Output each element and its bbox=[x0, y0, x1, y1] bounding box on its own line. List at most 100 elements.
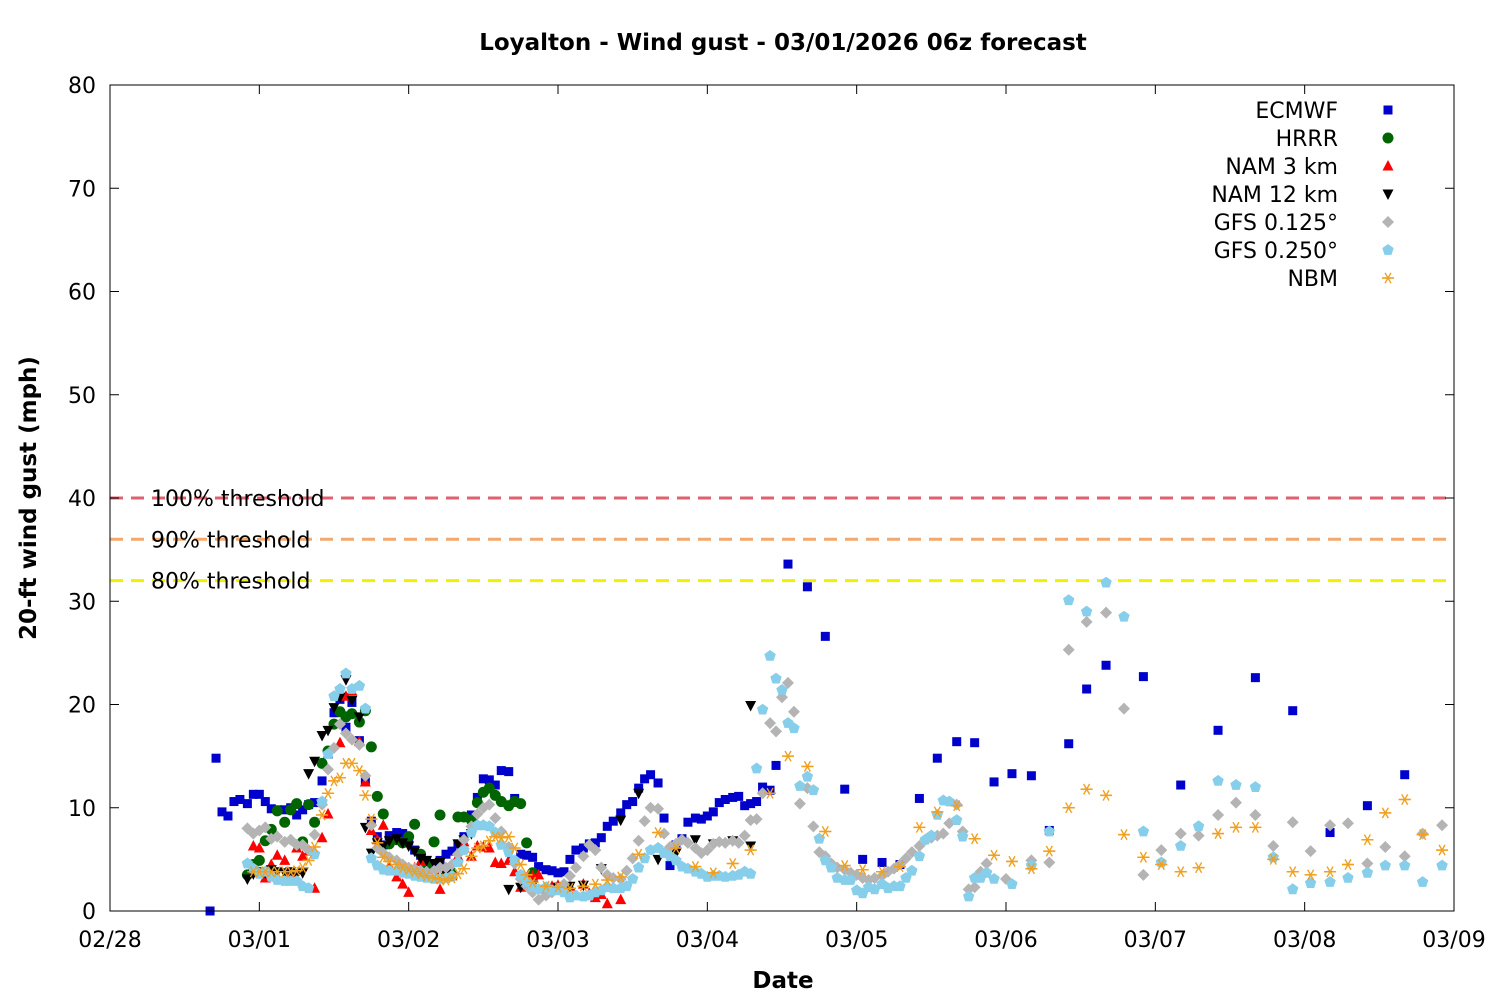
data-point-ecmwf bbox=[565, 854, 575, 864]
data-point-nbm bbox=[819, 825, 832, 838]
data-point-gfs-0-250 bbox=[794, 780, 806, 791]
legend-marker bbox=[1382, 216, 1394, 228]
data-point-ecmwf bbox=[783, 559, 793, 569]
data-point-ecmwf bbox=[248, 789, 258, 799]
data-point-ecmwf bbox=[702, 811, 712, 821]
data-point-gfs-0-250 bbox=[1249, 781, 1262, 792]
data-point-gfs-0-250 bbox=[458, 844, 470, 855]
data-point-ecmwf bbox=[211, 753, 221, 763]
data-point-hrrr bbox=[434, 809, 446, 821]
x-tick-label: 02/28 bbox=[78, 928, 141, 953]
data-point-nbm bbox=[1100, 789, 1113, 801]
data-point-gfs-0-125 bbox=[1341, 817, 1354, 830]
data-point-nbm bbox=[322, 787, 335, 799]
data-point-ecmwf bbox=[608, 816, 618, 826]
data-point-ecmwf bbox=[752, 797, 762, 807]
data-point-nbm bbox=[1062, 802, 1075, 814]
threshold-lines bbox=[110, 496, 1454, 583]
data-point-hrrr bbox=[483, 782, 495, 794]
data-point-gfs-0-250 bbox=[1342, 872, 1354, 883]
data-point-nam-12-km bbox=[503, 884, 515, 896]
data-point-nbm bbox=[1379, 807, 1392, 819]
data-point-nbm bbox=[1267, 853, 1280, 865]
data-point-ecmwf bbox=[1325, 828, 1335, 838]
data-point-gfs-0-125 bbox=[1043, 856, 1056, 869]
data-point-nam-3-km bbox=[483, 842, 495, 853]
data-point-ecmwf bbox=[223, 811, 233, 821]
data-point-gfs-0-125 bbox=[681, 836, 694, 849]
data-point-nbm bbox=[1117, 829, 1130, 841]
data-point-hrrr bbox=[279, 816, 291, 828]
data-point-ecmwf bbox=[622, 800, 632, 810]
legend-marker bbox=[1382, 132, 1394, 144]
data-point-ecmwf bbox=[1176, 780, 1186, 790]
data-point-gfs-0-125 bbox=[365, 819, 378, 832]
threshold-labels: 100% threshold 90% threshold 80% threshold bbox=[151, 487, 325, 595]
data-point-ecmwf bbox=[932, 753, 942, 763]
data-point-gfs-0-250 bbox=[1025, 859, 1038, 871]
data-point-nbm bbox=[1025, 863, 1038, 875]
data-point-nbm bbox=[371, 837, 384, 849]
data-point-gfs-0-125 bbox=[1117, 702, 1130, 715]
data-point-hrrr bbox=[428, 836, 440, 848]
data-point-nam-12-km bbox=[322, 725, 334, 737]
legend: ECMWF HRRR NAM 3 km NAM 12 km GFS 0.125° GFS … bbox=[1211, 99, 1394, 292]
data-point-ecmwf bbox=[989, 777, 999, 787]
data-point-hrrr bbox=[253, 854, 265, 866]
data-point-gfs-0-125 bbox=[457, 833, 470, 846]
data-point-gfs-0-125 bbox=[738, 829, 751, 842]
data-point-hrrr bbox=[521, 837, 533, 849]
x-tick-label: 03/03 bbox=[526, 928, 589, 953]
data-point-ecmwf bbox=[478, 774, 488, 784]
data-point-hrrr bbox=[291, 798, 303, 810]
data-point-nbm bbox=[1416, 829, 1429, 841]
data-point-nbm bbox=[577, 880, 590, 892]
data-point-ecmwf bbox=[578, 843, 588, 853]
data-point-gfs-0-250 bbox=[1080, 605, 1093, 617]
data-point-gfs-0-125 bbox=[1267, 839, 1280, 852]
data-point-ecmwf bbox=[384, 831, 394, 841]
data-point-ecmwf bbox=[653, 778, 663, 788]
data-point-gfs-0-125 bbox=[259, 821, 272, 834]
data-point-gfs-0-125 bbox=[339, 727, 352, 740]
data-point-gfs-0-250 bbox=[756, 703, 769, 715]
data-point-nam-12-km bbox=[615, 815, 627, 827]
data-point-nam-12-km bbox=[316, 730, 328, 742]
data-point-gfs-0-250 bbox=[638, 852, 651, 864]
data-point-ecmwf bbox=[602, 821, 612, 831]
data-point-nam-3-km bbox=[271, 849, 283, 860]
data-point-ecmwf bbox=[1213, 725, 1223, 735]
data-point-nbm bbox=[1192, 862, 1205, 874]
data-point-gfs-0-250 bbox=[359, 702, 372, 714]
data-point-nbm bbox=[1212, 828, 1225, 840]
data-point-ecmwf bbox=[720, 794, 730, 804]
data-point-gfs-0-250 bbox=[334, 683, 346, 694]
data-point-gfs-0-250 bbox=[627, 873, 639, 884]
data-point-nam-3-km bbox=[253, 842, 265, 853]
data-point-nbm bbox=[502, 831, 515, 843]
data-point-nbm bbox=[552, 881, 564, 893]
data-point-gfs-0-125 bbox=[644, 801, 657, 814]
data-point-ecmwf bbox=[553, 868, 563, 878]
data-point-nbm bbox=[931, 806, 944, 818]
threshold-label: 80% threshold bbox=[151, 570, 311, 595]
data-point-ecmwf bbox=[1082, 684, 1092, 694]
data-point-ecmwf bbox=[696, 814, 706, 824]
data-point-hrrr bbox=[515, 798, 527, 810]
data-point-gfs-0-125 bbox=[770, 725, 783, 738]
data-point-nbm bbox=[781, 750, 794, 762]
data-point-gfs-0-125 bbox=[271, 830, 284, 843]
data-point-nam-12-km bbox=[328, 703, 340, 714]
data-point-nam-12-km bbox=[409, 846, 421, 858]
data-point-gfs-0-125 bbox=[937, 827, 950, 840]
data-point-gfs-0-250 bbox=[894, 880, 906, 892]
data-point-gfs-0-125 bbox=[1174, 827, 1187, 840]
data-point-ecmwf bbox=[802, 582, 812, 592]
y-tick-label: 40 bbox=[68, 487, 96, 512]
data-point-gfs-0-125 bbox=[1229, 796, 1242, 809]
data-point-gfs-0-250 bbox=[1175, 840, 1187, 851]
data-point-ecmwf bbox=[217, 807, 227, 817]
data-point-ecmwf bbox=[1400, 770, 1410, 780]
data-point-ecmwf bbox=[254, 789, 264, 799]
